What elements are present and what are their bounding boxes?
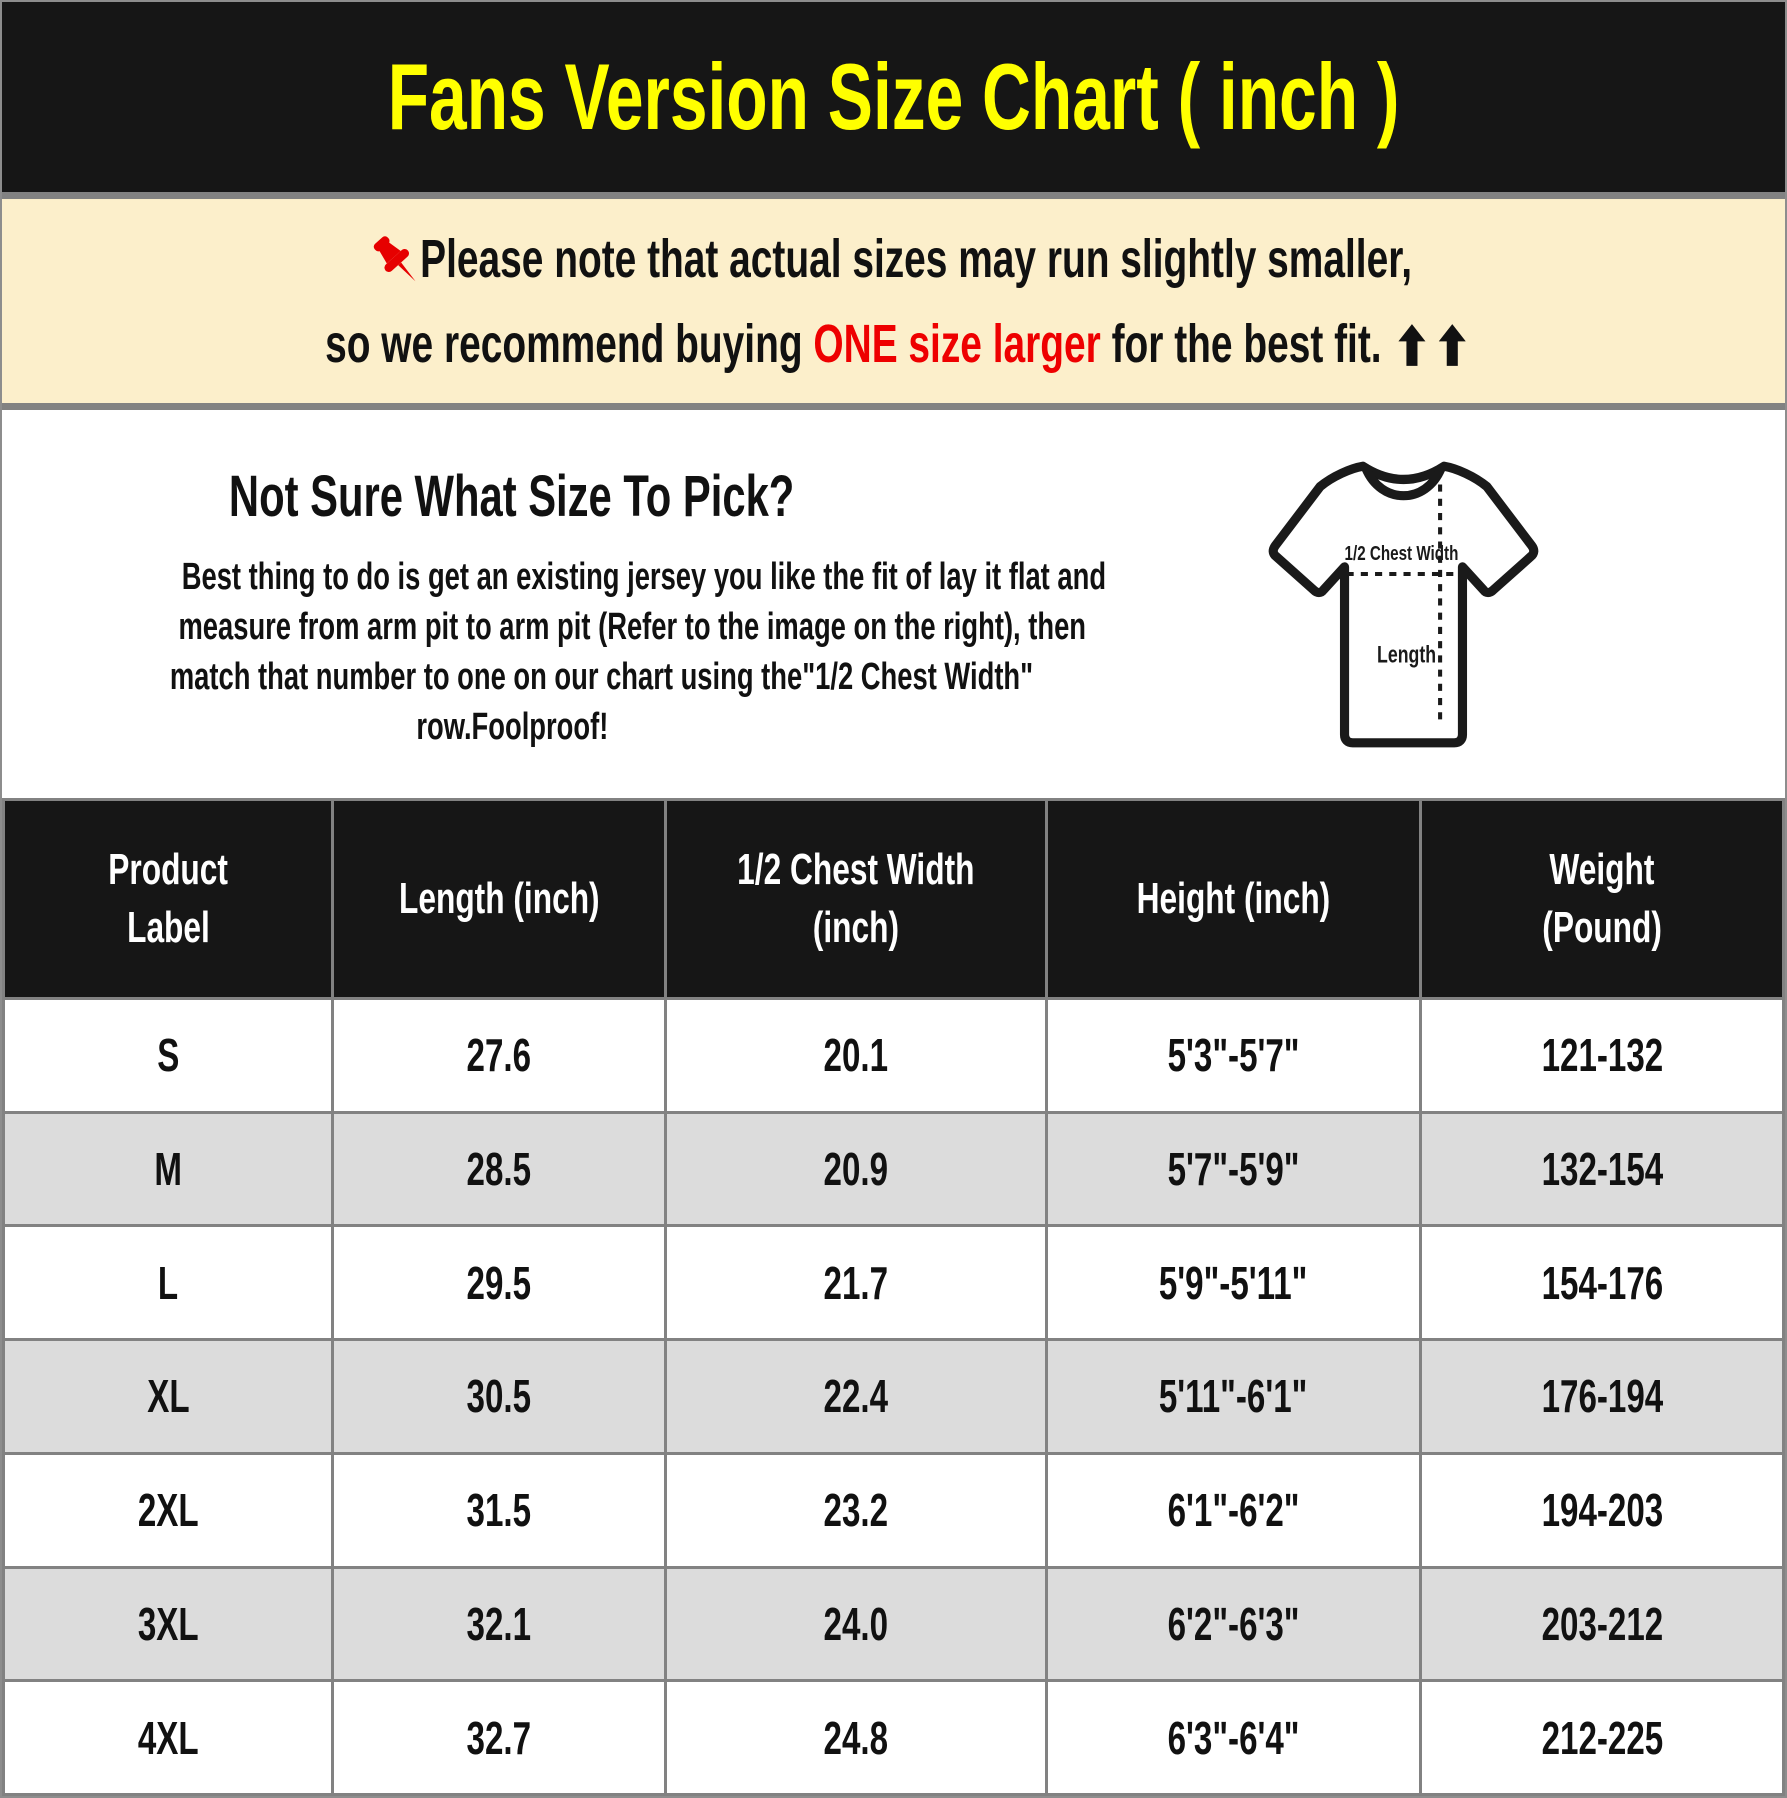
cell-label: 2XL — [2, 1451, 335, 1569]
cell-label: 4XL — [2, 1679, 335, 1796]
guide-body: Best thing to do is get an existing jers… — [2, 552, 1107, 752]
size-row-4xl: 4XL 32.7 24.8 6'3"-6'4" 212-225 — [2, 1679, 1785, 1796]
page-title: Fans Version Size Chart ( inch ) — [387, 44, 1400, 149]
guide-heading: Not Sure What Size To Pick? — [229, 464, 795, 529]
chest-width-label: 1/2 Chest Width — [1345, 542, 1459, 564]
size-guide-section: Not Sure What Size To Pick? Best thing t… — [2, 410, 1785, 798]
size-row-3xl: 3XL 32.1 24.0 6'2"-6'3" 203-212 — [2, 1565, 1785, 1683]
cell-chest: 21.7 — [664, 1224, 1049, 1342]
up-arrow-icon — [1438, 324, 1466, 366]
up-arrow-icon — [1398, 324, 1426, 366]
cell-chest: 24.0 — [664, 1565, 1049, 1683]
cell-length: 32.7 — [331, 1679, 668, 1796]
column-header-length: Length (inch) — [331, 798, 668, 1000]
guide-body-line: match that number to one on our chart us… — [169, 656, 1034, 698]
column-header-product-label: Product Label — [2, 798, 335, 1000]
cell-label: 3XL — [2, 1565, 335, 1683]
notice-text-2-prefix: so we recommend buying — [324, 314, 814, 374]
cell-weight: 176-194 — [1418, 1338, 1785, 1455]
size-row-xl: XL 30.5 22.4 5'11"-6'1" 176-194 — [2, 1338, 1785, 1455]
cell-length: 29.5 — [331, 1224, 668, 1342]
column-header-chest-width: 1/2 Chest Width (inch) — [664, 798, 1049, 1000]
cell-weight: 121-132 — [1418, 997, 1785, 1114]
cell-weight: 194-203 — [1418, 1451, 1785, 1569]
guide-body-line: row.Foolproof! — [416, 706, 608, 748]
tshirt-measure-illustration: 1/2 Chest Width Length — [1268, 461, 1539, 747]
size-row-m: M 28.5 20.9 5'7"-5'9" 132-154 — [2, 1110, 1785, 1228]
cell-height: 6'1"-6'2" — [1045, 1451, 1422, 1569]
size-row-s: S 27.6 20.1 5'3"-5'7" 121-132 — [2, 997, 1785, 1114]
cell-label: M — [2, 1110, 335, 1228]
cell-height: 6'2"-6'3" — [1045, 1565, 1422, 1683]
size-table: Product Label Length (inch) 1/2 Chest Wi… — [2, 798, 1785, 1796]
cell-length: 31.5 — [331, 1451, 668, 1569]
cell-weight: 154-176 — [1418, 1224, 1785, 1342]
notice-banner: Please note that actual sizes may run sl… — [2, 199, 1785, 403]
cell-height: 5'11"-6'1" — [1045, 1338, 1422, 1455]
guide-body-line: measure from arm pit to arm pit (Refer t… — [178, 606, 1087, 648]
guide-body-line: Best thing to do is get an existing jers… — [181, 556, 1107, 598]
cell-height: 6'3"-6'4" — [1045, 1679, 1422, 1796]
cell-chest: 24.8 — [664, 1679, 1049, 1796]
cell-chest: 22.4 — [664, 1338, 1049, 1455]
section-divider — [2, 403, 1785, 410]
cell-height: 5'3"-5'7" — [1045, 997, 1422, 1114]
cell-height: 5'9"-5'11" — [1045, 1224, 1422, 1342]
pushpin-icon — [373, 236, 416, 282]
cell-chest: 20.1 — [664, 997, 1049, 1114]
cell-length: 30.5 — [331, 1338, 668, 1455]
cell-label: S — [2, 997, 335, 1114]
notice-text-1: Please note that actual sizes may run sl… — [419, 229, 1412, 289]
tshirt-diagram: 1/2 Chest Width Length — [1022, 410, 1785, 798]
cell-length: 27.6 — [331, 997, 668, 1114]
title-bar: Fans Version Size Chart ( inch ) — [2, 2, 1785, 192]
cell-label: XL — [2, 1338, 335, 1455]
cell-length: 28.5 — [331, 1110, 668, 1228]
cell-weight: 132-154 — [1418, 1110, 1785, 1228]
size-row-2xl: 2XL 31.5 23.2 6'1"-6'2" 194-203 — [2, 1451, 1785, 1569]
notice-line-2: so we recommend buying ONE size larger f… — [104, 317, 1683, 371]
table-header-row: Product Label Length (inch) 1/2 Chest Wi… — [2, 798, 1785, 1000]
length-label: Length — [1377, 641, 1436, 668]
size-row-l: L 29.5 21.7 5'9"-5'11" 154-176 — [2, 1224, 1785, 1342]
cell-length: 32.1 — [331, 1565, 668, 1683]
cell-weight: 212-225 — [1418, 1679, 1785, 1796]
section-divider — [2, 192, 1785, 199]
cell-chest: 20.9 — [664, 1110, 1049, 1228]
one-size-larger-highlight: ONE size larger — [813, 314, 1101, 374]
size-table-wrap: Product Label Length (inch) 1/2 Chest Wi… — [2, 798, 1785, 1796]
notice-line-1: Please note that actual sizes may run sl… — [174, 231, 1614, 291]
notice-text-2-suffix: for the best fit. — [1100, 314, 1382, 374]
cell-label: L — [2, 1224, 335, 1342]
cell-weight: 203-212 — [1418, 1565, 1785, 1683]
column-header-weight: Weight (Pound) — [1418, 798, 1785, 1000]
cell-chest: 23.2 — [664, 1451, 1049, 1569]
cell-height: 5'7"-5'9" — [1045, 1110, 1422, 1228]
column-header-height: Height (inch) — [1045, 798, 1422, 1000]
guide-text-block: Not Sure What Size To Pick? Best thing t… — [2, 410, 1107, 798]
